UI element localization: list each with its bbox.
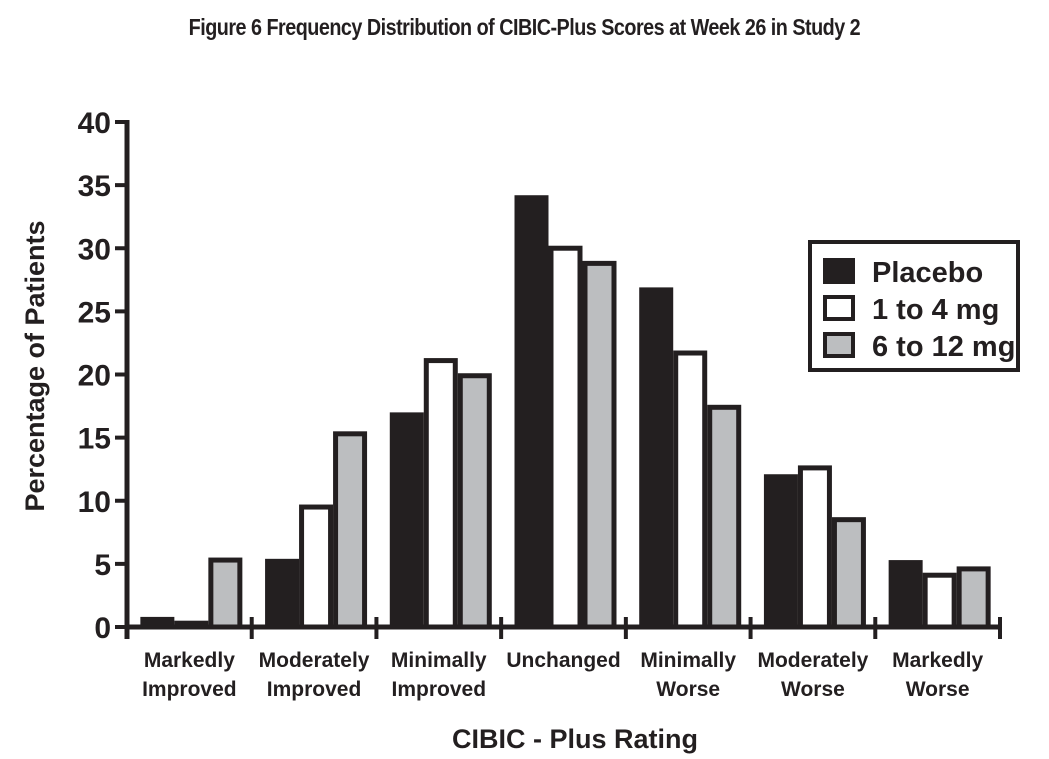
x-category-line: Minimally [640, 649, 736, 672]
x-category-label: Minimally Worse [640, 649, 736, 701]
x-category-line: Markedly [144, 649, 235, 672]
bar-2 [831, 517, 866, 630]
bars-group [140, 195, 991, 630]
bar-group [389, 358, 492, 630]
y-axis-title: Percentage of Patients [20, 220, 50, 511]
legend-item: 1 to 4 mg [823, 294, 999, 326]
bar-group [265, 431, 368, 630]
x-category-line: Unchanged [506, 649, 620, 672]
bar-1 [423, 358, 458, 630]
bar-group [140, 557, 243, 630]
y-tick-label: 10 [78, 486, 111, 519]
y-tick-label: 25 [78, 296, 111, 329]
x-category-label: Markedly Worse [892, 649, 983, 701]
bar-2 [208, 557, 243, 630]
bar-0 [389, 412, 424, 629]
x-category-label: Unchanged [506, 649, 620, 672]
bar-0 [639, 287, 674, 629]
bar-1 [548, 245, 583, 630]
x-category-line: Minimally [391, 649, 487, 672]
bar-2 [333, 431, 368, 630]
legend-label: 1 to 4 mg [872, 294, 999, 326]
y-tick-label: 40 [78, 107, 111, 140]
bar-1 [299, 504, 334, 630]
bar-group [763, 465, 866, 630]
bar-2 [956, 566, 991, 630]
y-tick-label: 0 [94, 612, 111, 645]
bar-1 [922, 572, 957, 630]
x-category-line: Markedly [892, 649, 983, 672]
x-category-line: Improved [392, 678, 487, 701]
legend: Placebo 1 to 4 mg 6 to 12 mg [808, 240, 1020, 372]
bar-0 [763, 474, 798, 629]
y-tick-label: 35 [78, 170, 111, 203]
y-tick-label: 15 [78, 423, 111, 456]
legend-item: 6 to 12 mg [823, 331, 1015, 363]
x-category-line: Worse [781, 678, 845, 701]
bar-2 [457, 373, 492, 630]
bar-1 [797, 465, 832, 630]
x-category-label: Minimally Improved [391, 649, 487, 701]
x-category-line: Improved [142, 678, 237, 701]
x-category-label: Moderately Worse [757, 649, 868, 701]
x-category-line: Worse [906, 678, 970, 701]
bar-1 [673, 350, 708, 630]
x-category-line: Moderately [259, 649, 370, 672]
bar-group [888, 560, 991, 630]
x-category-line: Moderately [757, 649, 868, 672]
bar-group [514, 195, 617, 630]
x-axis-title: CIBIC - Plus Rating [452, 724, 698, 754]
bar-2 [582, 260, 617, 630]
bar-0 [514, 195, 549, 629]
bar-group [639, 287, 742, 630]
legend-label: 6 to 12 mg [872, 331, 1015, 363]
bar-0 [265, 558, 300, 629]
axes-group [124, 120, 1002, 639]
x-category-label: Moderately Improved [259, 649, 370, 701]
y-tick-label: 20 [78, 360, 111, 393]
legend-item: Placebo [823, 257, 983, 289]
x-category-line: Improved [267, 678, 362, 701]
legend-swatch [823, 332, 855, 358]
legend-swatch [823, 258, 855, 284]
x-category-label: Markedly Improved [142, 649, 237, 701]
chart-title: Figure 6 Frequency Distribution of CIBIC… [188, 14, 861, 40]
bar-0 [888, 560, 923, 629]
bar-2 [707, 404, 742, 630]
legend-label: Placebo [872, 257, 983, 289]
legend-swatch [823, 295, 855, 321]
y-ticks-group: 0 5 10 15 20 25 30 35 40 [78, 107, 127, 645]
x-category-line: Worse [656, 678, 720, 701]
y-tick-label: 30 [78, 233, 111, 266]
y-tick-label: 5 [94, 549, 111, 582]
